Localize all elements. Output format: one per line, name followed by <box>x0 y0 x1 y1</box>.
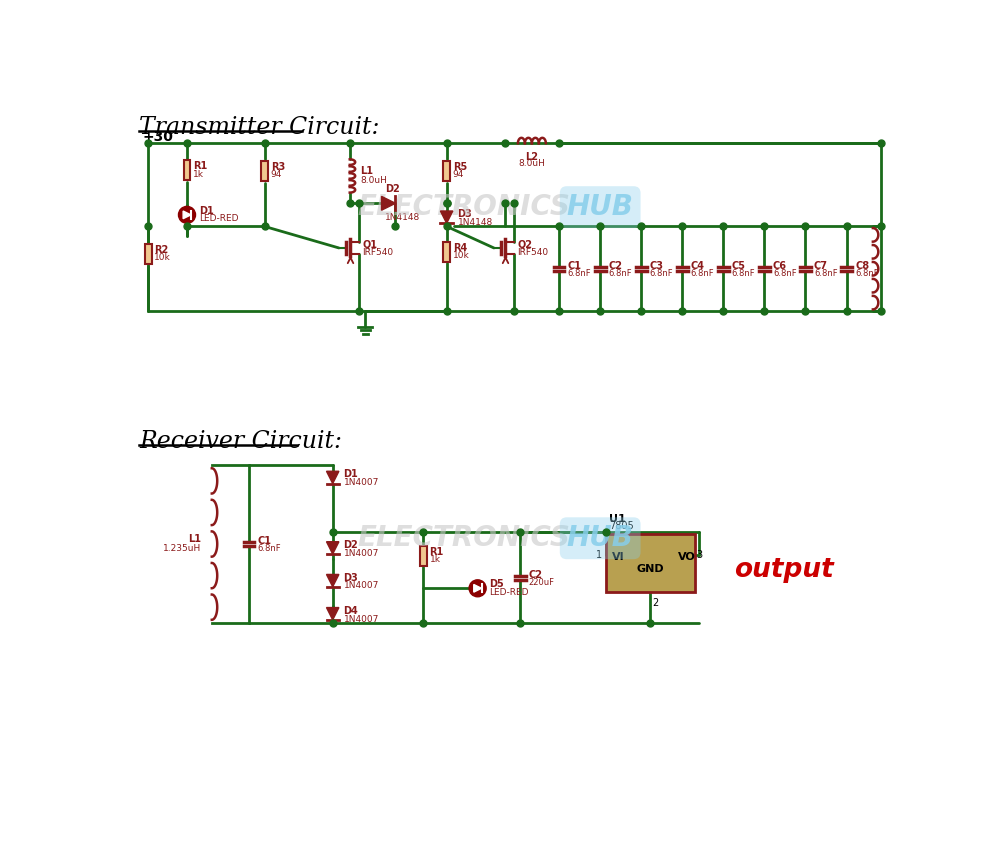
Text: LED-RED: LED-RED <box>199 214 238 224</box>
FancyBboxPatch shape <box>184 160 190 181</box>
Text: IRF540: IRF540 <box>517 248 548 257</box>
Text: 1N4148: 1N4148 <box>457 218 493 227</box>
Circle shape <box>178 206 196 224</box>
Text: D2: D2 <box>344 540 358 550</box>
Text: R1: R1 <box>430 547 444 556</box>
Text: 1k: 1k <box>193 169 204 179</box>
Text: C1: C1 <box>258 536 272 546</box>
Polygon shape <box>382 196 395 210</box>
Text: 6.8nF: 6.8nF <box>650 269 673 278</box>
Text: 6.8nF: 6.8nF <box>609 269 632 278</box>
Text: Q1: Q1 <box>362 239 377 249</box>
Polygon shape <box>326 542 339 554</box>
Text: L1: L1 <box>361 166 374 176</box>
Text: 6.8nF: 6.8nF <box>732 269 755 278</box>
Text: R5: R5 <box>453 162 467 172</box>
Text: C1: C1 <box>568 261 582 271</box>
Text: C4: C4 <box>691 261 705 271</box>
Text: 6.8nF: 6.8nF <box>568 269 591 278</box>
Text: 6.8nF: 6.8nF <box>258 544 281 553</box>
Text: 2: 2 <box>652 599 659 608</box>
Text: Q2: Q2 <box>517 239 532 249</box>
Text: D3: D3 <box>457 209 472 219</box>
Text: ELECTRONICS: ELECTRONICS <box>358 194 570 221</box>
Text: D3: D3 <box>344 573 358 582</box>
Polygon shape <box>326 607 339 620</box>
Text: 94: 94 <box>453 170 464 180</box>
Text: 6.8nF: 6.8nF <box>691 269 714 278</box>
Text: 8.0uH: 8.0uH <box>518 158 545 168</box>
Text: 10k: 10k <box>154 254 171 262</box>
Text: L2: L2 <box>525 152 538 163</box>
Text: C5: C5 <box>732 261 746 271</box>
Text: ELECTRONICS: ELECTRONICS <box>358 525 570 552</box>
Text: C6: C6 <box>773 261 787 271</box>
FancyBboxPatch shape <box>443 161 450 181</box>
Text: 10k: 10k <box>453 251 470 261</box>
Text: output: output <box>734 557 834 583</box>
Text: U1: U1 <box>609 513 626 524</box>
Text: L1: L1 <box>188 534 201 544</box>
Polygon shape <box>183 211 191 218</box>
Text: 7805: 7805 <box>609 520 634 531</box>
Text: 6.8nF: 6.8nF <box>855 269 879 278</box>
Polygon shape <box>326 574 339 587</box>
FancyBboxPatch shape <box>606 534 695 593</box>
Text: Receiver Circuit:: Receiver Circuit: <box>139 431 342 453</box>
Text: C2: C2 <box>609 261 623 271</box>
Text: Transmitter Circuit:: Transmitter Circuit: <box>139 116 379 139</box>
Text: 1N4007: 1N4007 <box>344 615 379 624</box>
Polygon shape <box>474 585 482 593</box>
FancyBboxPatch shape <box>261 161 268 181</box>
Polygon shape <box>326 471 339 483</box>
Text: 1N4007: 1N4007 <box>344 549 379 558</box>
Text: C3: C3 <box>650 261 664 271</box>
Text: VI: VI <box>612 552 624 562</box>
Text: VO: VO <box>678 552 695 562</box>
Text: 1: 1 <box>596 550 602 560</box>
Text: 220uF: 220uF <box>529 578 555 587</box>
Text: C8: C8 <box>855 261 869 271</box>
Text: 1.235uH: 1.235uH <box>163 544 201 553</box>
Text: D2: D2 <box>385 184 400 194</box>
Text: 1N4007: 1N4007 <box>344 478 379 488</box>
Text: D5: D5 <box>489 580 504 589</box>
FancyBboxPatch shape <box>420 545 427 566</box>
FancyBboxPatch shape <box>145 244 152 264</box>
Text: R2: R2 <box>154 245 169 255</box>
Text: D4: D4 <box>344 605 358 616</box>
Text: 94: 94 <box>271 170 282 180</box>
Text: 6.8nF: 6.8nF <box>773 269 797 278</box>
Text: 3: 3 <box>696 550 702 560</box>
Text: D1: D1 <box>199 206 213 216</box>
FancyBboxPatch shape <box>443 242 450 261</box>
Circle shape <box>469 580 486 597</box>
Polygon shape <box>440 211 453 224</box>
Text: 1N4007: 1N4007 <box>344 581 379 591</box>
Text: R4: R4 <box>453 243 467 253</box>
Text: 1k: 1k <box>430 555 441 564</box>
Text: HUB: HUB <box>567 194 634 221</box>
Text: R3: R3 <box>271 162 285 172</box>
Text: IRF540: IRF540 <box>362 248 393 257</box>
Text: 8.0uH: 8.0uH <box>361 176 387 185</box>
Text: 1N4148: 1N4148 <box>385 212 421 222</box>
Text: D1: D1 <box>344 470 358 479</box>
Text: C7: C7 <box>814 261 828 271</box>
Text: LED-RED: LED-RED <box>489 587 529 597</box>
Text: R1: R1 <box>193 162 207 171</box>
Text: 6.8nF: 6.8nF <box>814 269 838 278</box>
Text: C2: C2 <box>529 569 543 580</box>
Text: GND: GND <box>636 564 664 574</box>
Text: HUB: HUB <box>567 525 634 552</box>
Text: +30: +30 <box>142 130 173 144</box>
